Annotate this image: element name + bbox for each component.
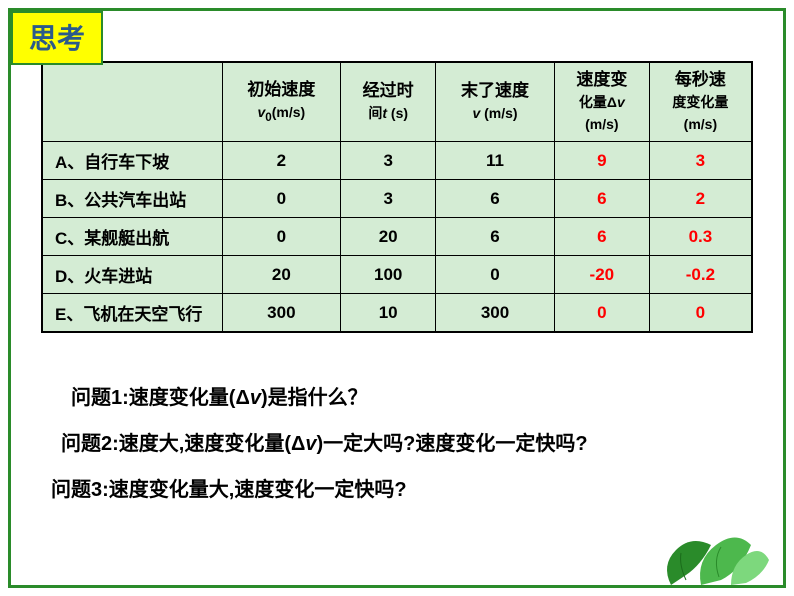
question-3: 问题3:速度变化量大,速度变化一定快吗? bbox=[51, 475, 753, 505]
cell-dv: 0 bbox=[554, 294, 649, 333]
question-2-text: 问题2:速度大,速度变化量(Δv)一定大吗?速度变化一定快吗? bbox=[61, 433, 588, 455]
table-row: D、火车进站 20 100 0 -20 -0.2 bbox=[42, 256, 752, 294]
row-label: E、飞机在天空飞行 bbox=[42, 294, 222, 333]
row-label: D、火车进站 bbox=[42, 256, 222, 294]
header-v: 末了速度 v (m/s) bbox=[436, 62, 555, 142]
cell-v0: 2 bbox=[222, 142, 341, 180]
header-dv-sub2: (m/s) bbox=[585, 116, 618, 132]
cell-t: 3 bbox=[341, 142, 436, 180]
cell-dv: 6 bbox=[554, 218, 649, 256]
cell-v0: 0 bbox=[222, 218, 341, 256]
question-1-text: 问题1:速度变化量(Δv)是指什么？ bbox=[71, 387, 368, 409]
velocity-table: 初始速度 v0(m/s) 经过时 间t (s) 末了速度 v (m/s) 速度变… bbox=[41, 61, 753, 333]
cell-rate: 2 bbox=[649, 180, 752, 218]
header-v-line1: 末了速度 bbox=[461, 81, 529, 100]
cell-v: 0 bbox=[436, 256, 555, 294]
question-2: 问题2:速度大,速度变化量(Δv)一定大吗?速度变化一定快吗? bbox=[51, 429, 753, 459]
cell-v: 6 bbox=[436, 180, 555, 218]
header-rate: 每秒速 度变化量 (m/s) bbox=[649, 62, 752, 142]
slide-frame: 思考 初始速度 v0(m/s) 经过时 间t (s) 末了速度 bbox=[8, 8, 786, 588]
cell-rate: 0 bbox=[649, 294, 752, 333]
cell-v: 11 bbox=[436, 142, 555, 180]
table-row: A、自行车下坡 2 3 11 9 3 bbox=[42, 142, 752, 180]
questions-section: 问题1:速度变化量(Δv)是指什么？ 问题2:速度大,速度变化量(Δv)一定大吗… bbox=[41, 383, 753, 505]
header-empty bbox=[42, 62, 222, 142]
cell-v0: 20 bbox=[222, 256, 341, 294]
table-row: E、飞机在天空飞行 300 10 300 0 0 bbox=[42, 294, 752, 333]
cell-t: 10 bbox=[341, 294, 436, 333]
row-label: C、某舰艇出航 bbox=[42, 218, 222, 256]
title-badge: 思考 bbox=[11, 11, 103, 65]
cell-dv: -20 bbox=[554, 256, 649, 294]
header-dv: 速度变 化量Δv (m/s) bbox=[554, 62, 649, 142]
title-text: 思考 bbox=[29, 23, 85, 54]
question-1: 问题1:速度变化量(Δv)是指什么？ bbox=[51, 383, 753, 413]
header-v0-sub: v0(m/s) bbox=[257, 104, 305, 120]
cell-t: 20 bbox=[341, 218, 436, 256]
header-t-line1: 经过时 bbox=[363, 81, 414, 100]
cell-v0: 300 bbox=[222, 294, 341, 333]
cell-t: 100 bbox=[341, 256, 436, 294]
cell-t: 3 bbox=[341, 180, 436, 218]
header-rate-line1: 每秒速 bbox=[675, 70, 726, 89]
row-label: A、自行车下坡 bbox=[42, 142, 222, 180]
cell-v: 300 bbox=[436, 294, 555, 333]
header-v0: 初始速度 v0(m/s) bbox=[222, 62, 341, 142]
cell-v: 6 bbox=[436, 218, 555, 256]
header-t-sub: 间t (s) bbox=[368, 105, 408, 121]
header-t: 经过时 间t (s) bbox=[341, 62, 436, 142]
row-label: B、公共汽车出站 bbox=[42, 180, 222, 218]
table-row: B、公共汽车出站 0 3 6 6 2 bbox=[42, 180, 752, 218]
header-dv-line1: 速度变 bbox=[576, 70, 627, 89]
table-body: A、自行车下坡 2 3 11 9 3 B、公共汽车出站 0 3 6 6 2 C、… bbox=[42, 142, 752, 333]
header-dv-sub: 化量Δv bbox=[579, 94, 625, 110]
cell-dv: 9 bbox=[554, 142, 649, 180]
header-v-sub: v (m/s) bbox=[472, 105, 517, 121]
cell-rate: 0.3 bbox=[649, 218, 752, 256]
header-rate-sub2: (m/s) bbox=[684, 116, 717, 132]
cell-v0: 0 bbox=[222, 180, 341, 218]
header-v0-line1: 初始速度 bbox=[247, 80, 315, 99]
header-rate-sub: 度变化量 bbox=[672, 94, 728, 110]
content-area: 初始速度 v0(m/s) 经过时 间t (s) 末了速度 v (m/s) 速度变… bbox=[11, 11, 783, 541]
leaf-decoration bbox=[651, 515, 771, 585]
cell-rate: -0.2 bbox=[649, 256, 752, 294]
table-header-row: 初始速度 v0(m/s) 经过时 间t (s) 末了速度 v (m/s) 速度变… bbox=[42, 62, 752, 142]
table-row: C、某舰艇出航 0 20 6 6 0.3 bbox=[42, 218, 752, 256]
cell-dv: 6 bbox=[554, 180, 649, 218]
cell-rate: 3 bbox=[649, 142, 752, 180]
